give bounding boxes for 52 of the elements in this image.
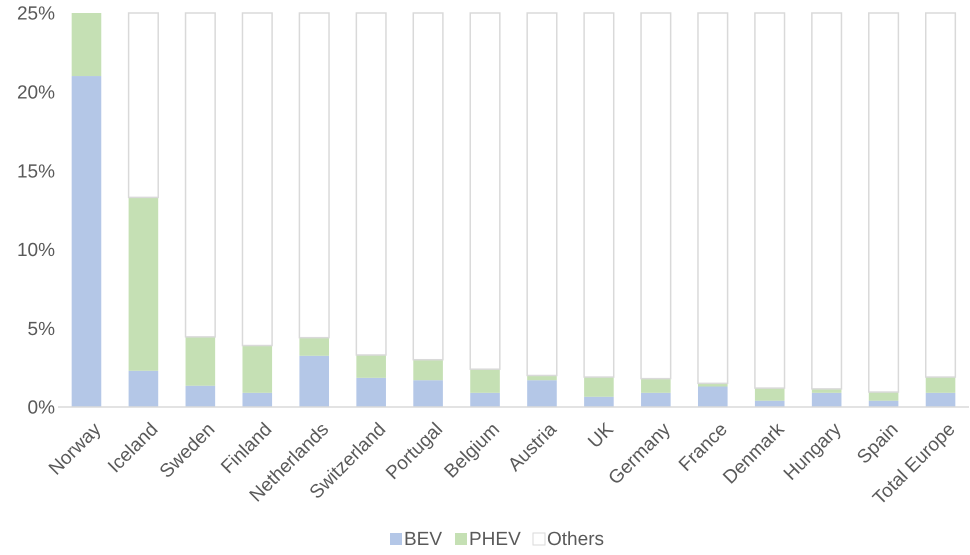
bar <box>186 336 216 386</box>
bar <box>356 354 386 378</box>
bar <box>470 369 500 393</box>
bar <box>868 12 900 393</box>
bar <box>72 13 102 76</box>
y-tick-label: 5% <box>28 318 56 340</box>
bar <box>242 346 272 393</box>
y-tick-label: 15% <box>16 161 56 182</box>
bar <box>868 400 898 407</box>
bar <box>469 12 501 370</box>
bar <box>754 388 785 401</box>
bar <box>470 392 500 407</box>
bar <box>641 378 671 393</box>
bar <box>128 12 159 198</box>
bar <box>583 12 614 378</box>
bar <box>299 356 330 407</box>
bar <box>184 12 216 338</box>
bar <box>128 197 158 371</box>
bar <box>356 12 387 356</box>
bar <box>754 400 785 407</box>
bar <box>584 396 614 407</box>
y-tick-label: 25% <box>16 4 56 25</box>
y-tick-label: 10% <box>16 240 56 262</box>
legend-label: PHEV <box>469 529 522 550</box>
bar <box>413 380 443 407</box>
legend-label: BEV <box>404 529 442 550</box>
legend-label: Others <box>547 529 604 550</box>
bar <box>128 370 158 407</box>
y-tick-label: 0% <box>28 398 56 419</box>
bar <box>641 392 671 407</box>
bar <box>811 12 842 390</box>
bar <box>298 12 330 338</box>
bar <box>754 12 786 389</box>
bar <box>413 360 443 380</box>
bar <box>584 377 614 397</box>
bar <box>924 12 956 378</box>
bar <box>926 377 956 393</box>
bar <box>242 12 273 346</box>
bar <box>527 380 557 407</box>
bar <box>697 12 728 384</box>
bar <box>526 12 558 376</box>
bar <box>299 338 330 356</box>
bar <box>926 392 956 407</box>
bar <box>356 378 386 407</box>
bar <box>72 76 102 407</box>
y-tick-label: 20% <box>16 82 56 104</box>
bar <box>640 12 672 380</box>
bar <box>412 12 444 360</box>
bar <box>242 392 272 407</box>
bar <box>698 386 728 407</box>
bar <box>186 386 216 407</box>
bar <box>812 392 842 407</box>
